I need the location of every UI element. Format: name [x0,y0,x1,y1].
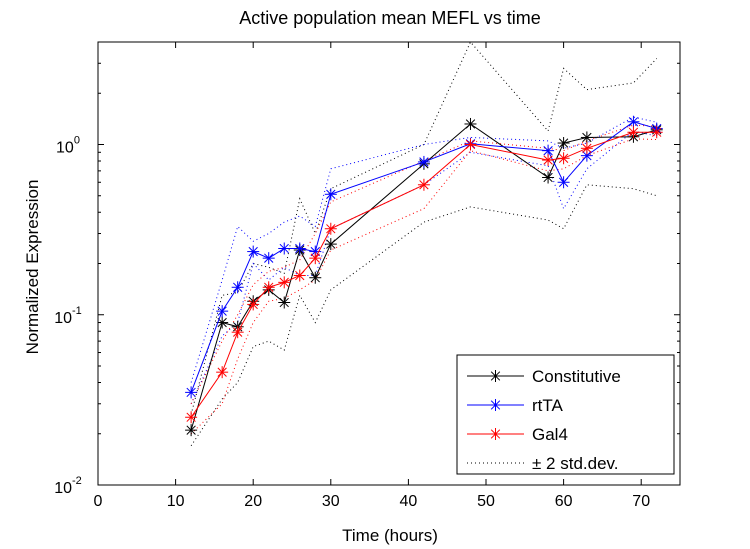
legend-item: Gal4 [467,425,568,444]
asterisk-marker [247,245,260,258]
y-axis-label: Normalized Expression [23,180,42,355]
asterisk-marker [489,370,502,382]
series-line-gal4 [190,131,657,418]
asterisk-marker [489,428,502,440]
y-tick-label: 10-2 [54,475,82,497]
data-series [185,115,663,437]
legend-item: rtTA [467,396,564,415]
x-tick-label: 60 [555,493,573,510]
legend-box [456,354,675,475]
asterisk-marker [464,117,477,130]
x-tick-label: 50 [477,493,495,510]
legend-label: ± 2 std.dev. [532,454,619,473]
asterisk-marker [580,142,593,155]
x-tick-label: 20 [244,493,262,510]
asterisk-marker [278,276,291,289]
asterisk-marker [231,326,244,339]
asterisk-marker [231,281,244,294]
std-dev-band-upper [190,124,657,404]
std-dev-bands [190,41,658,447]
x-tick-label: 10 [167,493,185,510]
legend-item: ± 2 std.dev. [467,454,619,473]
x-tick-label: 30 [322,493,340,510]
asterisk-marker [185,386,198,399]
asterisk-marker [309,252,322,265]
asterisk-marker [216,305,229,318]
asterisk-marker [627,126,640,139]
legend-label: Constitutive [532,367,621,386]
x-tick-label: 0 [94,493,103,510]
asterisk-marker [278,242,291,255]
asterisk-marker [278,296,291,309]
asterisk-marker [293,269,306,282]
asterisk-marker [185,411,198,424]
legend: Constitutive rtTA Gal4 ± 2 std.dev. [456,354,675,475]
y-tick-label: 10-1 [54,305,82,327]
asterisk-marker [489,399,502,411]
asterisk-marker [262,281,275,294]
legend-label: Gal4 [532,425,568,444]
x-tick-label: 70 [632,493,650,510]
std-dev-band-upper [190,41,658,415]
asterisk-marker [247,298,260,311]
asterisk-marker [627,115,640,128]
asterisk-marker [216,366,229,379]
legend-items: Constitutive rtTA Gal4 ± 2 std.dev. [467,367,621,473]
asterisk-marker [580,131,593,144]
asterisk-marker [557,137,570,150]
x-axis-label: Time (hours) [342,526,438,545]
axis-ticks: 0 10 20 30 40 50 60 70 10-2 10-1 100 [54,41,680,510]
asterisk-marker [542,171,555,184]
legend-item: Constitutive [467,367,621,386]
asterisk-marker [324,188,337,201]
series-gal4 [185,126,663,424]
asterisk-marker [557,152,570,165]
asterisk-marker [650,126,663,139]
series-line-constitutive [190,123,657,431]
series-line-rtta [190,121,657,393]
asterisk-marker [324,222,337,235]
asterisk-marker [417,178,430,191]
std-dev-band-lower [190,130,657,404]
asterisk-marker [464,138,477,151]
asterisk-marker [309,271,322,284]
asterisk-marker [185,424,198,437]
legend-label: rtTA [532,396,564,415]
asterisk-marker [262,252,275,265]
asterisk-marker [417,155,430,168]
asterisk-marker [557,176,570,189]
y-tick-label: 100 [56,135,80,157]
asterisk-marker [542,154,555,167]
chart-title: Active population mean MEFL vs time [239,8,540,28]
asterisk-marker [324,238,337,251]
x-tick-label: 40 [400,493,418,510]
asterisk-marker [293,242,306,255]
